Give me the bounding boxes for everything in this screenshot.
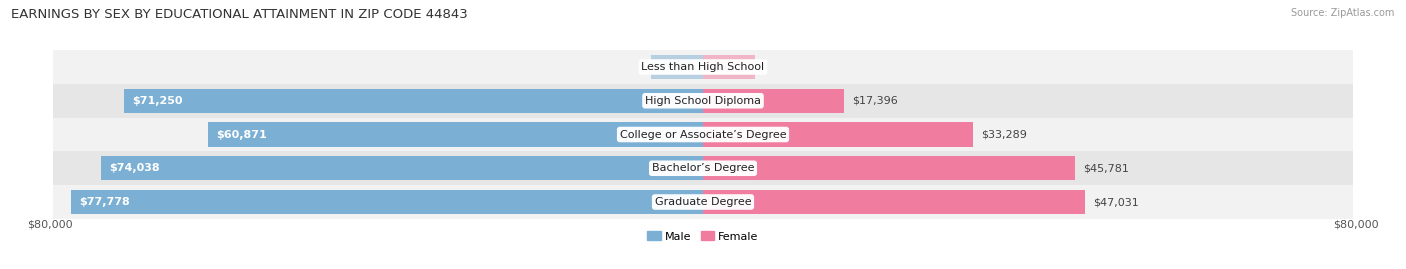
- Bar: [208, 122, 703, 147]
- Bar: [124, 89, 703, 113]
- Text: EARNINGS BY SEX BY EDUCATIONAL ATTAINMENT IN ZIP CODE 44843: EARNINGS BY SEX BY EDUCATIONAL ATTAINMEN…: [11, 8, 468, 21]
- Text: $80,000: $80,000: [1333, 220, 1379, 230]
- Text: $0: $0: [713, 62, 727, 72]
- Bar: [53, 118, 1353, 151]
- Bar: [53, 50, 1353, 84]
- Text: $0: $0: [679, 62, 693, 72]
- Bar: [703, 156, 1076, 180]
- Text: Less than High School: Less than High School: [641, 62, 765, 72]
- Bar: [53, 84, 1353, 118]
- Text: College or Associate’s Degree: College or Associate’s Degree: [620, 129, 786, 140]
- Bar: [72, 190, 703, 214]
- Text: $74,038: $74,038: [110, 163, 160, 173]
- Bar: [651, 55, 703, 79]
- Bar: [703, 55, 755, 79]
- Text: Source: ZipAtlas.com: Source: ZipAtlas.com: [1291, 8, 1395, 18]
- Bar: [53, 151, 1353, 185]
- Text: $77,778: $77,778: [79, 197, 129, 207]
- Text: $80,000: $80,000: [27, 220, 73, 230]
- Text: High School Diploma: High School Diploma: [645, 96, 761, 106]
- Bar: [703, 190, 1085, 214]
- Text: Bachelor’s Degree: Bachelor’s Degree: [652, 163, 754, 173]
- Text: $33,289: $33,289: [981, 129, 1028, 140]
- Text: $71,250: $71,250: [132, 96, 183, 106]
- Bar: [703, 122, 973, 147]
- Text: Graduate Degree: Graduate Degree: [655, 197, 751, 207]
- Text: $17,396: $17,396: [852, 96, 898, 106]
- Text: $47,031: $47,031: [1092, 197, 1139, 207]
- Bar: [101, 156, 703, 180]
- Bar: [703, 89, 845, 113]
- Bar: [53, 185, 1353, 219]
- Legend: Male, Female: Male, Female: [643, 227, 763, 246]
- Text: $60,871: $60,871: [217, 129, 267, 140]
- Text: $45,781: $45,781: [1083, 163, 1129, 173]
